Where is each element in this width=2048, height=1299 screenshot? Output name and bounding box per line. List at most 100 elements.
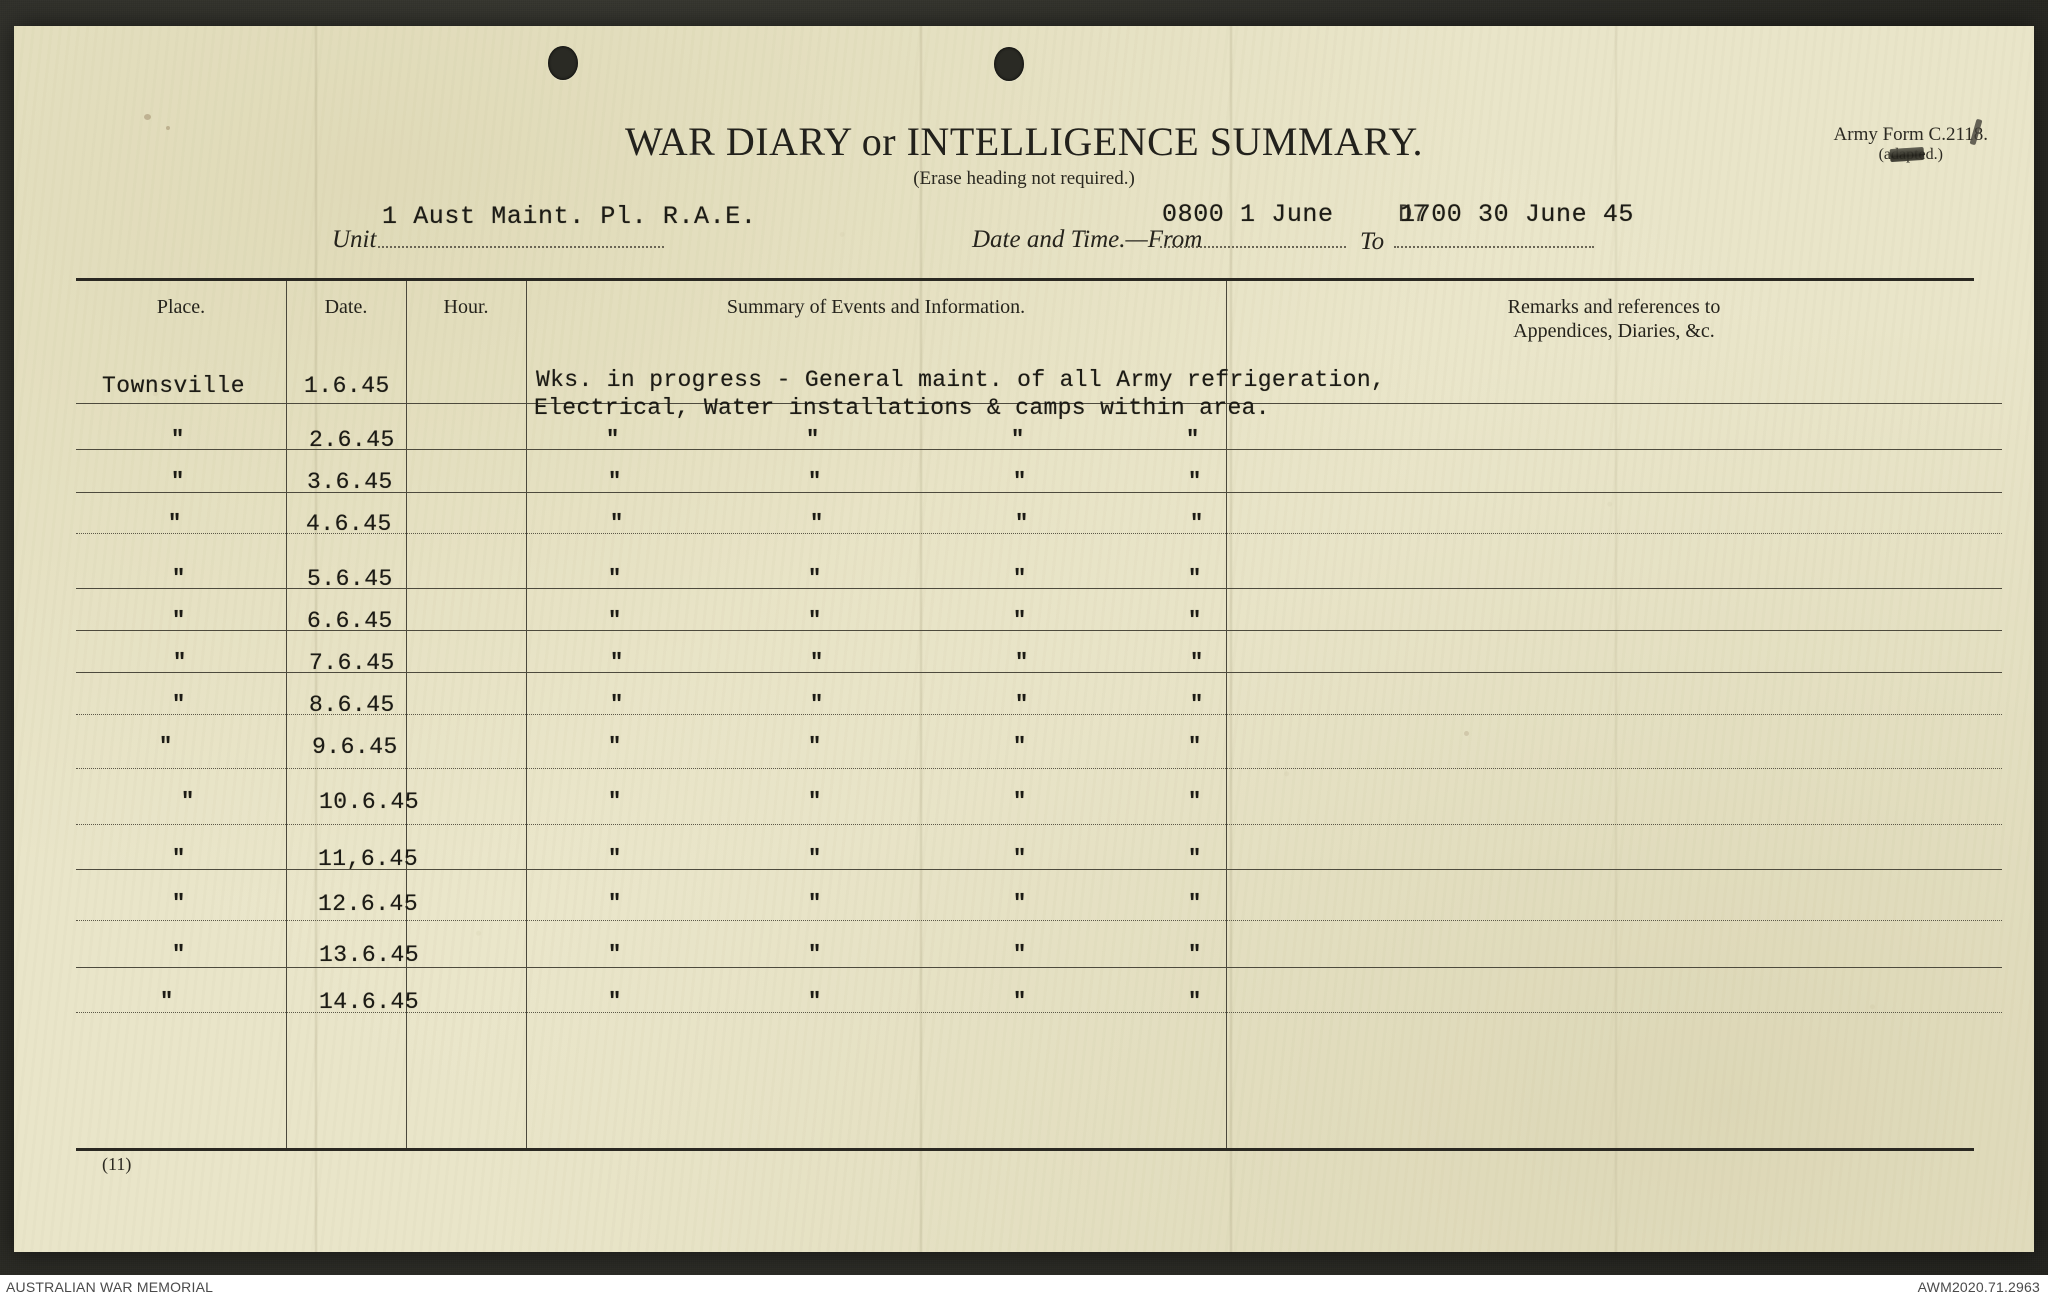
cell-date: 1.6.45 bbox=[304, 373, 390, 399]
cell-summary-ditto: " bbox=[608, 734, 622, 759]
cell-summary-ditto: " bbox=[608, 846, 622, 871]
cell-summary-ditto: " bbox=[810, 650, 824, 675]
cell-summary-ditto: " bbox=[1013, 891, 1027, 916]
to-label: To bbox=[1360, 228, 1385, 255]
erase-heading-note: (Erase heading not required.) bbox=[913, 168, 1135, 189]
cell-date: 3.6.45 bbox=[307, 469, 393, 495]
cell-summary-ditto: " bbox=[1190, 511, 1204, 536]
cell-place-ditto: " bbox=[172, 891, 186, 916]
cell-summary-ditto: " bbox=[608, 566, 622, 591]
cell-date: 9.6.45 bbox=[312, 734, 398, 760]
cell-date: 14.6.45 bbox=[319, 989, 420, 1015]
cell-summary-ditto: " bbox=[1015, 511, 1029, 536]
cell-place-ditto: " bbox=[173, 650, 187, 675]
cell-date: 2.6.45 bbox=[309, 427, 395, 453]
cell-summary-ditto: " bbox=[1011, 427, 1025, 452]
cell-summary-ditto: " bbox=[1188, 846, 1202, 871]
cell-place-ditto: " bbox=[171, 427, 185, 452]
row-divider bbox=[76, 672, 2002, 673]
cell-place-ditto: " bbox=[159, 734, 173, 759]
cell-place-ditto: " bbox=[172, 942, 186, 967]
row-divider bbox=[76, 768, 2002, 769]
cell-summary-ditto: " bbox=[1188, 891, 1202, 916]
paper-speck bbox=[144, 114, 151, 120]
column-header-hour: Hour. bbox=[443, 296, 489, 318]
from-value: 0800 1 June bbox=[1162, 200, 1334, 229]
cell-summary-ditto: " bbox=[808, 846, 822, 871]
row-divider bbox=[76, 588, 2002, 589]
cell-summary-ditto: " bbox=[808, 469, 822, 494]
staple-mark bbox=[1889, 146, 1925, 163]
page-title: WAR DIARY or INTELLIGENCE SUMMARY. bbox=[624, 119, 1424, 164]
cell-summary-ditto: " bbox=[1186, 427, 1200, 452]
cell-date: 11,6.45 bbox=[318, 846, 419, 872]
cell-place-ditto: " bbox=[160, 989, 174, 1014]
cell-summary-ditto: " bbox=[1190, 692, 1204, 717]
row-divider bbox=[76, 449, 2002, 450]
cell-summary-ditto: " bbox=[1188, 989, 1202, 1014]
row-divider bbox=[76, 967, 2002, 968]
column-header-remarks: Remarks and references to Appendices, Di… bbox=[1226, 295, 2002, 344]
cell-summary-ditto: " bbox=[606, 427, 620, 452]
cell-summary-ditto: " bbox=[608, 789, 622, 814]
cell-summary-ditto: " bbox=[1015, 692, 1029, 717]
unit-datetime-line: Unit 1 Aust Maint. Pl. R.A.E. Date and T… bbox=[14, 196, 2034, 255]
cell-summary-ditto: " bbox=[608, 608, 622, 633]
cell-summary-ditto: " bbox=[806, 427, 820, 452]
cell-date: 8.6.45 bbox=[309, 692, 395, 718]
unit-value: 1 Aust Maint. Pl. R.A.E. bbox=[382, 202, 757, 231]
cell-date: 7.6.45 bbox=[309, 650, 395, 676]
cell-summary-ditto: " bbox=[1190, 650, 1204, 675]
watermark-bar: AUSTRALIAN WAR MEMORIAL AWM2020.71.2963 bbox=[0, 1275, 2048, 1299]
cell-summary-ditto: " bbox=[1188, 789, 1202, 814]
summary-text-line-1: Wks. in progress - General maint. of all… bbox=[536, 367, 1386, 393]
row-divider bbox=[76, 1012, 2002, 1013]
row-divider bbox=[76, 492, 2002, 493]
row-divider bbox=[76, 403, 2002, 404]
remarks-header-line-1: Remarks and references to bbox=[1507, 296, 1721, 318]
cell-summary-ditto: " bbox=[610, 511, 624, 536]
cell-summary-ditto: " bbox=[610, 692, 624, 717]
cell-summary-ditto: " bbox=[1013, 566, 1027, 591]
page-number: (11) bbox=[102, 1154, 132, 1174]
to-rule bbox=[1394, 246, 1594, 248]
cell-summary-ditto: " bbox=[808, 789, 822, 814]
row-divider bbox=[76, 533, 2002, 534]
cell-place-ditto: " bbox=[168, 511, 182, 536]
table-top-border bbox=[76, 278, 1974, 281]
accession-number: AWM2020.71.2963 bbox=[1917, 1279, 2040, 1295]
cell-summary-ditto: " bbox=[808, 891, 822, 916]
cell-place-ditto: " bbox=[172, 692, 186, 717]
cell-place-ditto: " bbox=[172, 608, 186, 633]
unit-rule bbox=[378, 246, 664, 248]
cell-summary-ditto: " bbox=[1013, 789, 1027, 814]
punch-hole-left bbox=[548, 46, 578, 80]
cell-place: Townsville bbox=[102, 373, 246, 399]
institution-label: AUSTRALIAN WAR MEMORIAL bbox=[6, 1279, 214, 1295]
cell-summary-ditto: " bbox=[808, 608, 822, 633]
cell-summary-ditto: " bbox=[1013, 608, 1027, 633]
remarks-header-line-2: Appendices, Diaries, &c. bbox=[1513, 320, 1715, 343]
cell-summary-ditto: " bbox=[1013, 989, 1027, 1014]
cell-summary-ditto: " bbox=[810, 511, 824, 536]
paper-speck bbox=[1464, 731, 1469, 736]
cell-summary-ditto: " bbox=[608, 469, 622, 494]
cell-summary-ditto: " bbox=[808, 989, 822, 1014]
cell-date: 6.6.45 bbox=[307, 608, 393, 634]
army-form-number: Army Form C.2118. bbox=[1833, 124, 1988, 145]
cell-summary-ditto: " bbox=[1013, 942, 1027, 967]
cell-summary-ditto: " bbox=[1013, 734, 1027, 759]
cell-summary-ditto: " bbox=[1188, 469, 1202, 494]
table-bottom-border bbox=[76, 1148, 1974, 1151]
cell-date: 12.6.45 bbox=[318, 891, 419, 917]
column-header-summary: Summary of Events and Information. bbox=[726, 296, 1026, 318]
cell-summary-ditto: " bbox=[808, 566, 822, 591]
to-overstrike: D7 bbox=[1398, 200, 1427, 229]
cell-summary-ditto: " bbox=[608, 891, 622, 916]
to-value: 1700 30 June 45 bbox=[1400, 200, 1635, 229]
cell-summary-ditto: " bbox=[1013, 469, 1027, 494]
cell-summary-ditto: " bbox=[610, 650, 624, 675]
column-header-date: Date. bbox=[324, 296, 368, 318]
from-rule bbox=[1160, 246, 1346, 248]
cell-summary-ditto: " bbox=[1188, 566, 1202, 591]
